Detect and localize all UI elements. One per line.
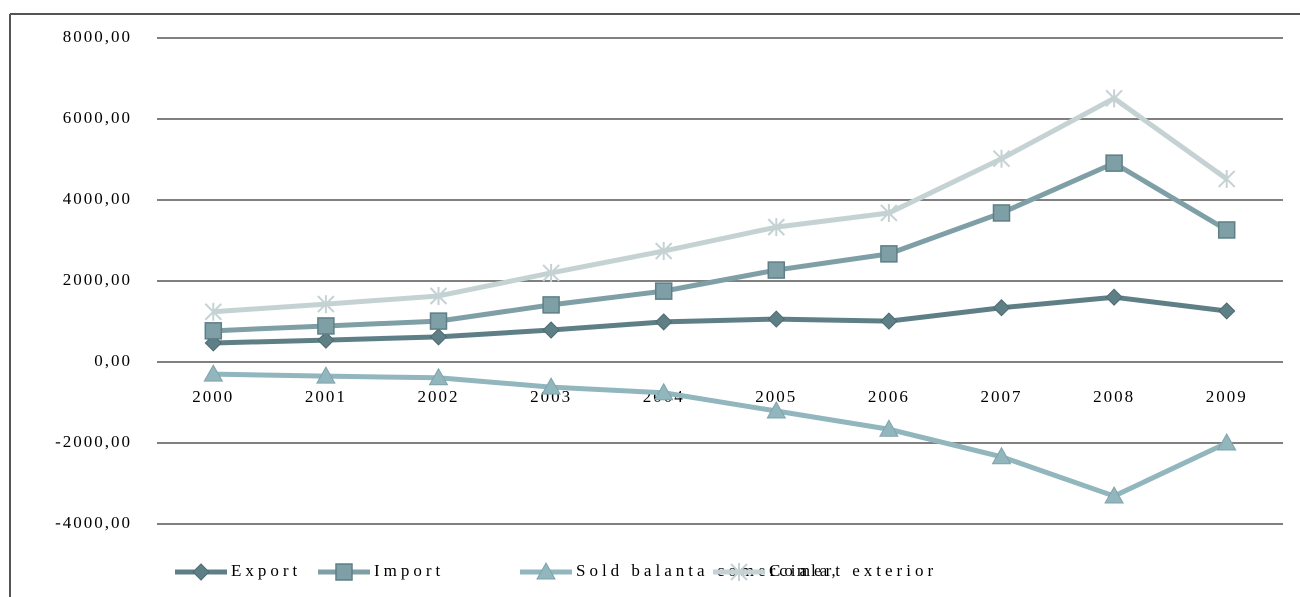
marker	[203, 364, 224, 382]
legend-label: Sold balanta comerciala,	[576, 561, 840, 580]
marker	[542, 296, 560, 314]
marker	[654, 313, 673, 331]
legend-label: Export	[231, 561, 301, 580]
marker	[542, 263, 560, 282]
y-tick-label: 2000,00	[63, 270, 132, 289]
marker	[880, 245, 898, 263]
marker	[429, 328, 448, 346]
marker	[542, 321, 560, 339]
x-tick-label: 2000	[192, 387, 234, 406]
x-tick-label: 2006	[868, 387, 910, 406]
marker	[767, 261, 786, 279]
series-line	[213, 294, 1228, 346]
y-tick-label: 0,00	[94, 351, 132, 370]
legend-label: Comert exterior	[769, 561, 937, 580]
marker	[991, 446, 1012, 465]
legend: Export Import Sold balanta comerciala,Come…	[175, 561, 937, 581]
marker	[766, 400, 787, 419]
x-tick-label: 2003	[530, 387, 572, 406]
marker	[654, 242, 673, 261]
marker	[429, 286, 448, 305]
marker	[653, 382, 674, 401]
y-tick-label: 6000,00	[63, 108, 132, 127]
marker	[730, 563, 748, 581]
marker	[317, 317, 335, 335]
marker	[204, 302, 223, 321]
x-tick-label: 2009	[1206, 387, 1248, 406]
marker	[536, 561, 556, 580]
marker	[335, 563, 353, 581]
marker	[1217, 302, 1236, 320]
y-tick-label: -2000,00	[55, 432, 132, 451]
marker	[317, 331, 335, 349]
marker	[1105, 154, 1123, 172]
series-line	[213, 371, 1228, 499]
marker	[1216, 432, 1237, 451]
marker	[1217, 169, 1236, 188]
series-line	[213, 160, 1228, 334]
x-tick-label: 2007	[981, 387, 1023, 406]
marker	[1105, 288, 1123, 306]
x-tick-label: 2008	[1093, 387, 1135, 406]
marker	[428, 367, 449, 386]
marker	[204, 322, 223, 340]
marker	[192, 563, 210, 581]
y-tick-label: 4000,00	[63, 189, 132, 208]
x-tick-label: 2005	[755, 387, 797, 406]
series-line	[213, 95, 1229, 315]
marker	[429, 312, 448, 330]
marker	[880, 312, 898, 330]
y-tick-label: 8000,00	[63, 27, 132, 46]
x-tick-label: 2001	[305, 387, 347, 406]
marker	[880, 203, 898, 222]
marker	[879, 419, 899, 437]
marker	[654, 282, 673, 300]
x-tick-label: 2002	[418, 387, 460, 406]
marker	[767, 310, 786, 328]
y-tick-label: -4000,00	[55, 513, 132, 532]
marker	[541, 377, 561, 395]
marker	[767, 218, 786, 237]
marker	[1105, 89, 1123, 108]
marker	[992, 299, 1011, 317]
marker	[316, 366, 336, 384]
marker	[992, 204, 1011, 222]
marker	[1104, 486, 1124, 504]
marker	[992, 149, 1011, 168]
legend-label: Import	[374, 561, 444, 580]
marker	[1217, 221, 1236, 239]
marker	[317, 295, 335, 314]
